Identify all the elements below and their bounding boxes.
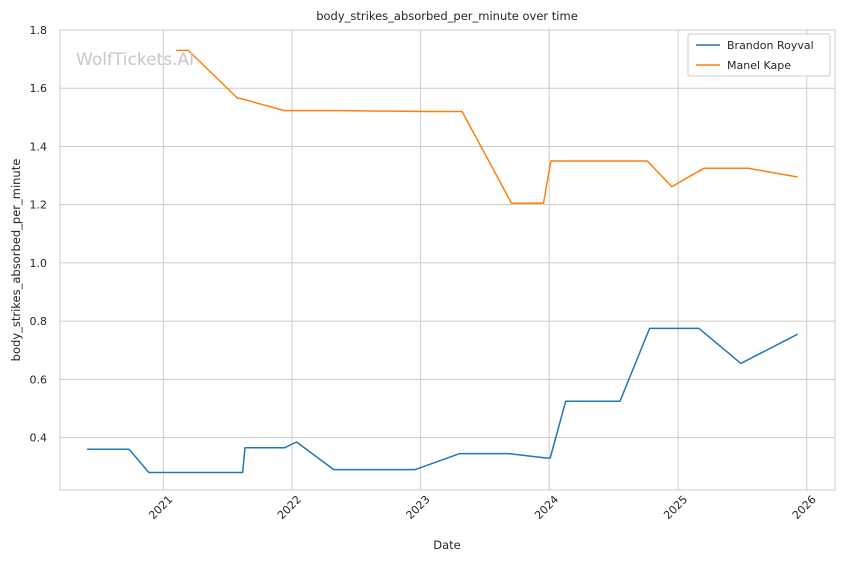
legend-box [687,33,831,77]
y-tick-label: 1.8 [30,24,48,37]
series-layer [87,49,798,474]
series-line-manel-kape [176,49,798,204]
legend-label-brandon-royval: Brandon Royval [727,39,814,52]
x-axis-title: Date [433,538,461,552]
chart-title: body_strikes_absorbed_per_minute over ti… [316,9,578,23]
y-tick-label: 1.2 [30,199,48,212]
legend-label-manel-kape: Manel Kape [727,59,791,72]
y-tick-label: 0.8 [30,315,48,328]
y-tick-label: 1.0 [30,257,48,270]
grid [60,29,835,490]
y-axis-title: body_strikes_absorbed_per_minute [9,159,23,362]
watermark: WolfTickets.AI [76,50,194,70]
x-tick-label: 2021 [146,493,175,522]
series-line-brandon-royval [87,327,798,474]
x-tick-label: 2025 [661,493,690,522]
x-tick-label: 2024 [532,493,561,522]
y-tick-label: 0.4 [30,432,48,445]
x-tick-label: 2026 [790,493,819,522]
legend: Brandon Royval Manel Kape [687,33,831,77]
x-tick-label: 2022 [275,493,304,522]
plot-frame [59,29,836,491]
x-tick-label: 2023 [404,493,433,522]
y-tick-label: 0.6 [30,373,48,386]
y-tick-label: 1.6 [30,82,48,95]
plot-background [60,30,835,490]
y-tick-label: 1.4 [30,140,48,153]
axis-labels: 0.4 0.6 0.8 1.0 1.2 1.4 1.6 1.8 2021 2022 2023 2024… [30,24,819,522]
